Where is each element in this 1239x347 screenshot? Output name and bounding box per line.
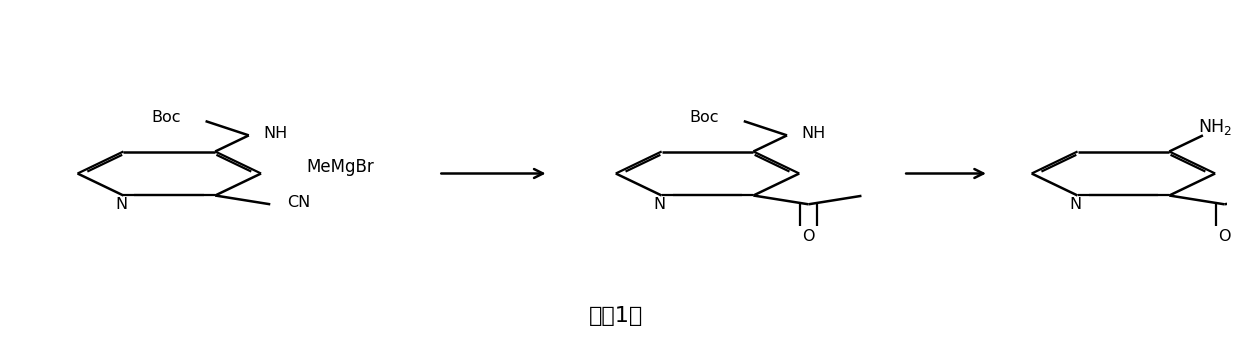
Text: 式（1）: 式（1） <box>589 306 643 326</box>
Text: NH: NH <box>264 126 287 141</box>
Text: O: O <box>802 229 815 244</box>
Text: Boc: Boc <box>151 110 181 125</box>
Text: CN: CN <box>286 195 310 210</box>
Text: O: O <box>1218 229 1230 244</box>
Text: MeMgBr: MeMgBr <box>307 158 374 176</box>
Text: N: N <box>115 197 128 212</box>
Text: NH$_2$: NH$_2$ <box>1198 117 1233 137</box>
Text: N: N <box>1069 197 1082 212</box>
Text: Boc: Boc <box>690 110 720 125</box>
Text: N: N <box>653 197 665 212</box>
Text: NH: NH <box>802 126 826 141</box>
